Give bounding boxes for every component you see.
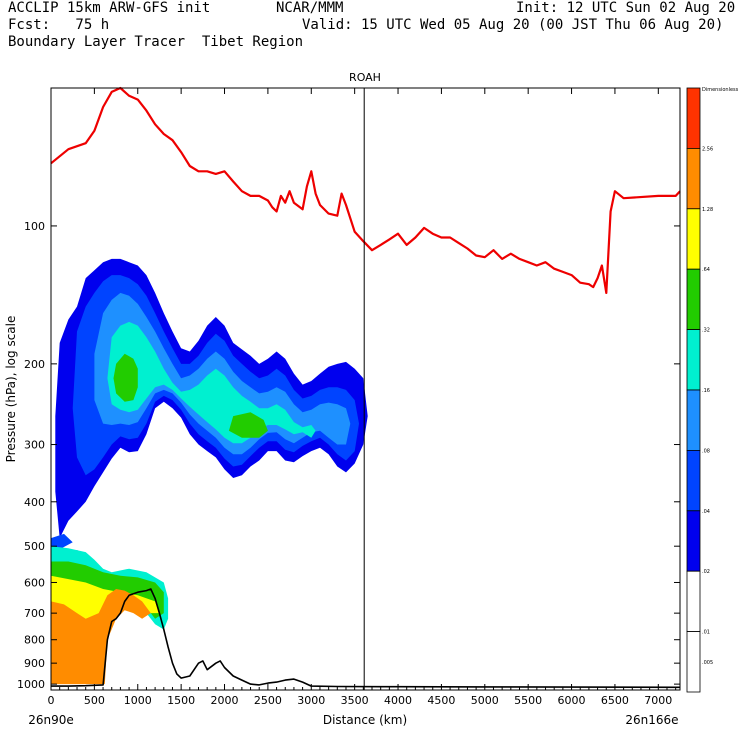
colorbar-level-label: 1.28 (702, 207, 713, 213)
tracer-region-6 (228, 412, 268, 438)
x-tick-label: 1000 (124, 694, 152, 707)
x-axis: 0 500 1000 1500 2000 2500 3000 3500 4000 4500 5000… (48, 88, 677, 707)
x-tick-label: 6000 (558, 694, 586, 707)
colorbar-swatch (686, 570, 701, 633)
colorbar-title: Dimensionless (702, 87, 739, 93)
y-tick-label: 900 (24, 657, 45, 670)
header-line1-right: Init: 12 UTC Sun 02 Aug 20 (516, 0, 736, 16)
y-tick-label: 200 (24, 358, 45, 371)
tracer-contours (51, 241, 381, 687)
x-tick-label: 4500 (427, 694, 455, 707)
x-tick-label: 0 (48, 694, 55, 707)
x-tick-label: 3500 (341, 694, 369, 707)
header-line3-left: Boundary Layer Tracer Tibet Region (8, 34, 304, 50)
colorbar-swatch (686, 449, 701, 512)
colorbar: Dimensionless 2.56 1.28 .64 .32 .16 .08 .04 .02.… (686, 87, 739, 693)
header-line1-mid: NCAR/MMM (276, 0, 344, 16)
colorbar-level-label: 2.56 (702, 146, 713, 152)
tropopause-line (50, 86, 681, 294)
colorbar-swatch (686, 329, 701, 391)
y-tick-label: 100 (24, 220, 45, 233)
y-tick-label: 800 (24, 634, 45, 647)
profile-lines (50, 86, 681, 690)
y-tick-label: 1000 (17, 678, 45, 691)
y-tick-label: 400 (24, 496, 45, 509)
colorbar-swatch (686, 510, 701, 572)
chart-title: ROAH (349, 71, 381, 84)
tracer-region-4 (107, 321, 316, 444)
x-tick-label: 2500 (254, 694, 282, 707)
colorbar-level-label: .32 (702, 328, 710, 334)
x-tick-label: 5500 (514, 694, 542, 707)
colorbar-level-label: .02 (702, 569, 710, 575)
x-tick-label: 7000 (644, 694, 672, 707)
plot-frame (50, 87, 681, 691)
colorbar-level-label: .08 (702, 448, 710, 454)
colorbar-level-label: .64 (702, 267, 710, 273)
y-axis-title: Pressure (hPa), log scale (4, 316, 18, 463)
y-axis: 100 200 300 400 500 600 700 800 900 1000 (17, 220, 680, 691)
x-tick-label: 3000 (297, 694, 325, 707)
tracer-region-13 (51, 589, 151, 685)
header-line2-right: Valid: 15 UTC Wed 05 Aug 20 (00 JST Thu … (302, 17, 724, 33)
colorbar-swatch (686, 208, 701, 270)
y-tick-label: 300 (24, 439, 45, 452)
x-tick-label: 4000 (384, 694, 412, 707)
terrain-line (51, 588, 681, 689)
colorbar-level-label: .005 (702, 660, 713, 666)
x-tick-label: 6500 (601, 694, 629, 707)
header-line2-left: Fcst: 75 h (8, 17, 110, 33)
x-tick-label: 500 (84, 694, 105, 707)
x-axis-title: Distance (km) (323, 713, 407, 727)
y-tick-label: 700 (24, 607, 45, 620)
x-start-label: 26n90e (28, 713, 74, 727)
x-end-label: 26n166e (625, 713, 678, 727)
x-tick-label: 1500 (167, 694, 195, 707)
colorbar-swatch (686, 389, 701, 451)
colorbar-swatch (686, 268, 701, 331)
colorbar-level-label: .16 (702, 388, 710, 394)
y-tick-label: 500 (24, 540, 45, 553)
colorbar-swatch (686, 631, 701, 693)
colorbar-swatch (686, 87, 701, 149)
colorbar-level-label: .04 (702, 509, 710, 515)
header-line1-left: ACCLIP 15km ARW-GFS init (8, 0, 211, 16)
x-tick-label: 5000 (471, 694, 499, 707)
x-tick-label: 2000 (211, 694, 239, 707)
tracer-region-5 (113, 353, 138, 402)
colorbar-swatch (686, 147, 701, 210)
y-tick-label: 600 (24, 576, 45, 589)
colorbar-level-label: .01 (702, 630, 710, 636)
